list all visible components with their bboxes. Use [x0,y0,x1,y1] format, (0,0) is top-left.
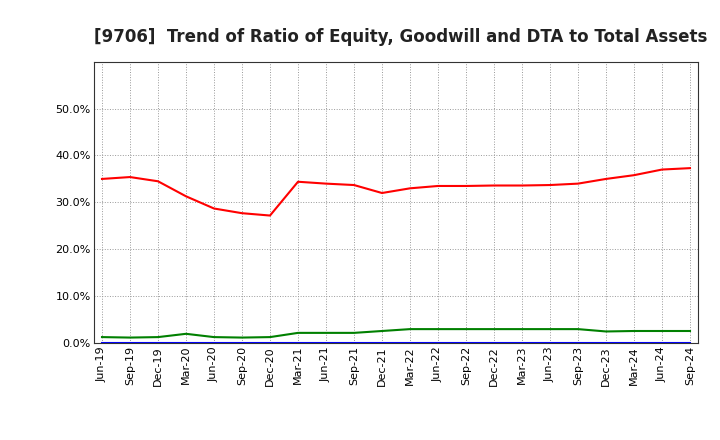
Equity [462,183,470,189]
Deferred Tax Assets [210,334,218,340]
Line: Deferred Tax Assets: Deferred Tax Assets [102,329,690,337]
Goodwill [405,341,414,346]
Equity [181,194,190,199]
Goodwill [518,341,526,346]
Deferred Tax Assets [378,328,387,334]
Deferred Tax Assets [602,329,611,334]
Text: [9706]  Trend of Ratio of Equity, Goodwill and DTA to Total Assets: [9706] Trend of Ratio of Equity, Goodwil… [94,28,707,46]
Deferred Tax Assets [405,326,414,332]
Deferred Tax Assets [181,331,190,337]
Goodwill [602,341,611,346]
Equity [518,183,526,188]
Deferred Tax Assets [322,330,330,336]
Goodwill [657,341,666,346]
Equity [126,174,135,180]
Goodwill [433,341,442,346]
Equity [433,183,442,189]
Equity [490,183,498,188]
Equity [602,176,611,182]
Goodwill [490,341,498,346]
Goodwill [181,341,190,346]
Goodwill [153,341,162,346]
Equity [685,165,694,171]
Equity [657,167,666,172]
Deferred Tax Assets [630,328,639,334]
Deferred Tax Assets [266,334,274,340]
Equity [574,181,582,186]
Deferred Tax Assets [294,330,302,336]
Goodwill [350,341,359,346]
Line: Equity: Equity [102,168,690,216]
Goodwill [210,341,218,346]
Goodwill [322,341,330,346]
Equity [238,211,246,216]
Deferred Tax Assets [462,326,470,332]
Deferred Tax Assets [153,334,162,340]
Equity [98,176,107,182]
Equity [378,191,387,196]
Equity [630,172,639,178]
Goodwill [238,341,246,346]
Deferred Tax Assets [433,326,442,332]
Equity [294,179,302,184]
Goodwill [294,341,302,346]
Deferred Tax Assets [685,328,694,334]
Goodwill [126,341,135,346]
Equity [210,206,218,211]
Deferred Tax Assets [98,334,107,340]
Deferred Tax Assets [574,326,582,332]
Goodwill [462,341,470,346]
Goodwill [630,341,639,346]
Equity [153,179,162,184]
Goodwill [574,341,582,346]
Goodwill [546,341,554,346]
Goodwill [378,341,387,346]
Equity [322,181,330,186]
Equity [266,213,274,218]
Goodwill [266,341,274,346]
Goodwill [685,341,694,346]
Equity [546,183,554,188]
Deferred Tax Assets [126,335,135,340]
Deferred Tax Assets [657,328,666,334]
Deferred Tax Assets [238,335,246,340]
Deferred Tax Assets [546,326,554,332]
Deferred Tax Assets [490,326,498,332]
Equity [350,183,359,188]
Deferred Tax Assets [518,326,526,332]
Goodwill [98,341,107,346]
Deferred Tax Assets [350,330,359,336]
Equity [405,186,414,191]
